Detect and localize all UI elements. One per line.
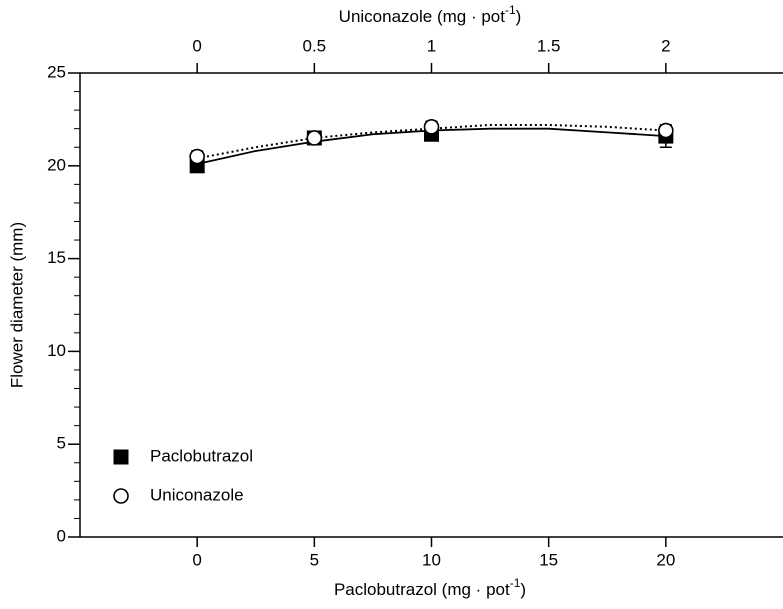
x2-axis-label-sup: -1 — [505, 3, 516, 17]
x2-tick-label: 2 — [661, 36, 670, 55]
x2-axis-label: Uniconazole (mg · pot-1) — [339, 3, 522, 26]
legend-label: Uniconazole — [150, 485, 244, 504]
data-point — [306, 130, 323, 146]
x-tick-label: 5 — [310, 550, 319, 569]
x2-axis-label-text: Uniconazole (mg · pot — [339, 7, 506, 26]
x-tick-label: 20 — [656, 550, 675, 569]
legend-marker — [113, 488, 129, 504]
x-axis-label-sup: -1 — [510, 576, 521, 590]
x2-axis-label-end: ) — [516, 7, 522, 26]
legend-label: Paclobutrazol — [150, 446, 253, 465]
data-point — [423, 119, 440, 135]
y-tick-label: 25 — [47, 62, 66, 81]
data-point — [658, 122, 674, 139]
x2-tick-label: 1 — [427, 36, 436, 55]
y-tick-label: 0 — [57, 526, 66, 545]
x-tick-label: 10 — [422, 550, 441, 569]
x-axis-label-end: ) — [520, 580, 526, 599]
y-axis-label: Flower diameter (mm) — [7, 222, 26, 388]
y-tick-label: 20 — [47, 155, 66, 174]
x-tick-label: 0 — [192, 550, 201, 569]
x2-tick-label: 0 — [192, 36, 201, 55]
x2-tick-label: 0.5 — [303, 36, 327, 55]
data-point — [189, 148, 205, 165]
x2-tick-label: 1.5 — [537, 36, 561, 55]
x-axis-label: Paclobutrazol (mg · pot-1) — [334, 576, 526, 599]
y-tick-label: 15 — [47, 248, 66, 267]
legend-marker — [113, 449, 129, 465]
y-tick-label: 10 — [47, 341, 66, 360]
x-tick-label: 15 — [539, 550, 558, 569]
y-tick-label: 5 — [57, 434, 66, 453]
x-axis-label-text: Paclobutrazol (mg · pot — [334, 580, 510, 599]
